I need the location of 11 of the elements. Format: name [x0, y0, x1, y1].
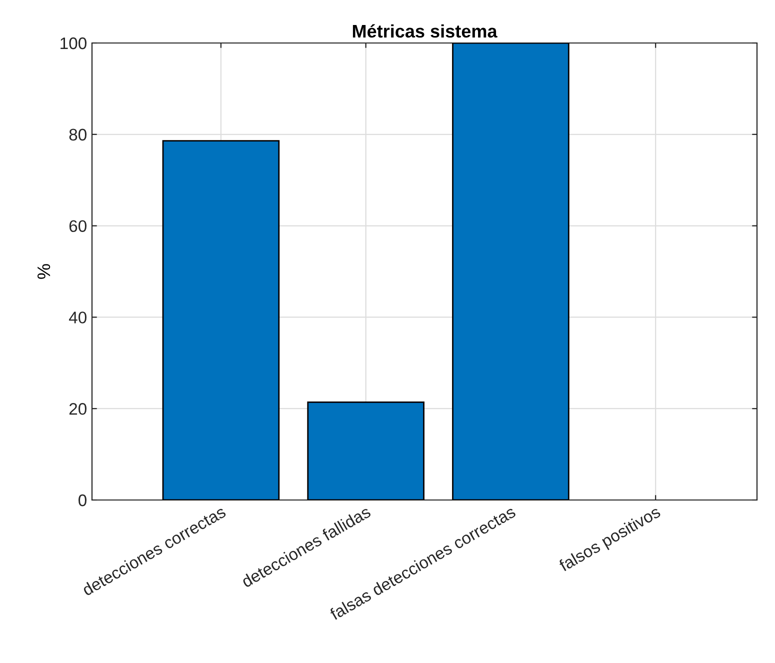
bar — [307, 402, 424, 500]
y-axis-title: % — [38, 264, 50, 279]
y-tick-label: 0 — [78, 494, 86, 506]
y-tick-label: 20 — [69, 403, 86, 415]
chart-title: Métricas sistema — [352, 24, 498, 38]
bar — [452, 43, 570, 500]
bar — [162, 140, 280, 500]
y-tick-label: 100 — [60, 37, 86, 50]
y-tick-label: 80 — [69, 128, 86, 141]
y-tick-label: 60 — [69, 220, 86, 232]
y-tick-label: 40 — [68, 312, 86, 324]
